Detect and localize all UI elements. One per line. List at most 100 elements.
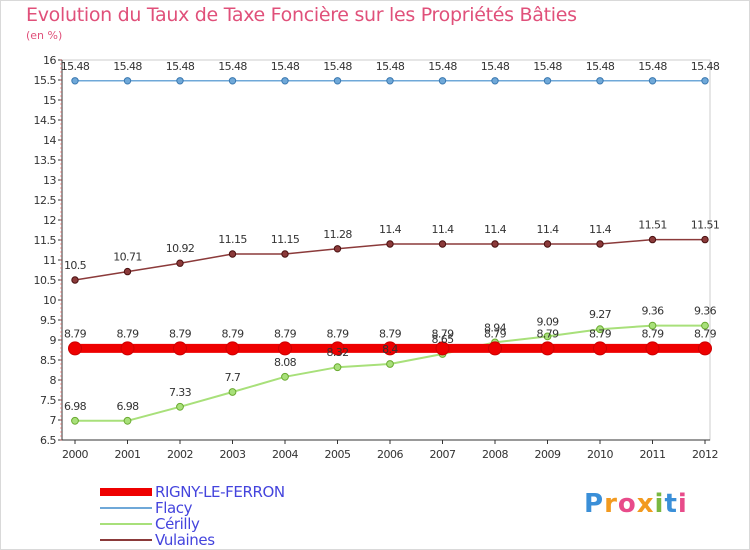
data-label: 8.94 [484,321,507,334]
data-label: 15.48 [323,60,352,73]
y-tick-label: 14 [43,134,56,147]
data-point [71,77,79,85]
data-label: 9.09 [536,315,559,328]
y-tick-label: 7.5 [40,394,56,407]
x-tick-label: 2007 [430,448,456,461]
data-point [71,276,79,284]
data-label: 15.48 [691,60,720,73]
data-label: 7.7 [225,371,241,384]
data-label: 8.65 [431,333,454,346]
data-point [228,250,237,258]
data-point [593,341,607,356]
data-point [330,341,345,356]
data-point [281,372,289,381]
series-layer [68,77,712,425]
data-label: 11.4 [431,223,454,236]
data-label: 8.32 [326,346,348,359]
legend-swatch-rigny [100,488,152,496]
data-point [488,341,502,356]
data-point [540,341,555,356]
y-tick-label: 12 [43,214,56,227]
data-point [228,77,237,85]
data-label: 8.79 [431,327,454,340]
data-label: 8.79 [169,327,192,340]
data-label: 15.48 [271,60,300,73]
x-tick-label: 2004 [272,448,298,461]
chart-axes: 6.5 7 7.5 8 8.5 9 9.5 10 10.5 11 11.5 12 12.5 13 13.5 1… [34,54,719,461]
data-label: 11.4 [589,223,612,236]
data-point [438,240,447,248]
data-label: 9.27 [589,308,612,321]
data-label: 11.51 [638,219,667,232]
data-label: 8.79 [484,327,507,340]
y-tick-label: 8.5 [40,354,56,367]
x-tick-label: 2005 [325,448,351,461]
data-label: 8.79 [274,327,297,340]
x-tick-label: 2006 [377,448,403,461]
data-label: 8.79 [326,327,349,340]
x-tick-label: 2001 [115,448,141,461]
data-point [701,77,709,85]
data-point [173,341,187,356]
y-tick-label: 15.5 [34,74,57,87]
data-point [383,341,397,356]
data-label: 8.79 [64,327,87,340]
y-tick-label: 14.5 [34,114,57,127]
data-label: 15.48 [61,60,90,73]
logo-letter: i [677,489,688,519]
data-point [648,235,657,244]
legend-label-cerilly: Cérilly [155,515,200,533]
logo-letter: x [636,489,655,519]
logo-letter: o [617,489,637,519]
y-tick-label: 9.5 [40,314,56,327]
data-label: 10.5 [64,259,87,272]
data-label: 15.48 [428,60,457,73]
legend-swatch-flacy [100,507,152,509]
y-tick-label: 13.5 [34,154,57,167]
data-point [596,77,604,85]
data-label: 15.48 [586,60,615,73]
data-label: 11.4 [484,223,507,236]
data-label: 11.15 [271,233,300,246]
data-point [596,240,604,248]
data-label: 9.36 [694,305,717,318]
data-label: 8.79 [536,327,559,340]
data-point [176,402,184,411]
plot-area [61,59,711,441]
y-tick-label: 10 [43,294,56,307]
data-label: 11.51 [691,219,720,232]
data-point [648,321,657,330]
legend-swatch-vulaines [100,539,152,541]
data-point [648,77,657,85]
data-point [71,416,79,425]
data-label: 11.4 [536,223,559,236]
data-label: 8.79 [116,327,139,340]
data-point [281,250,289,258]
y-tick-label: 7 [50,414,57,427]
data-label: 15.48 [113,60,142,73]
data-label: 8.79 [641,327,664,340]
data-label: 8.79 [589,327,612,340]
y-tick-label: 16 [43,54,56,67]
data-point [176,77,184,85]
data-label: 8.08 [274,356,297,369]
data-label: 10.71 [113,251,142,264]
data-label: 8.79 [379,327,402,340]
data-point [386,77,394,85]
logo-letter: i [654,489,665,519]
x-tick-label: 2003 [220,448,246,461]
data-point [123,267,132,276]
x-tick-label: 2010 [587,448,613,461]
data-point [698,341,712,356]
data-point [176,259,184,267]
data-label: 15.48 [376,60,405,73]
y-tick-label: 13 [43,174,56,187]
chart-subtitle: (en %) [26,29,63,42]
x-tick-label: 2009 [535,448,561,461]
logo-letter: t [664,489,678,519]
y-tick-label: 11.5 [34,234,57,247]
chart-title: Evolution du Taux de Taxe Foncière sur l… [26,4,577,26]
data-label: 8.4 [382,343,398,356]
legend-label-vulaines: Vulaines [155,531,215,549]
